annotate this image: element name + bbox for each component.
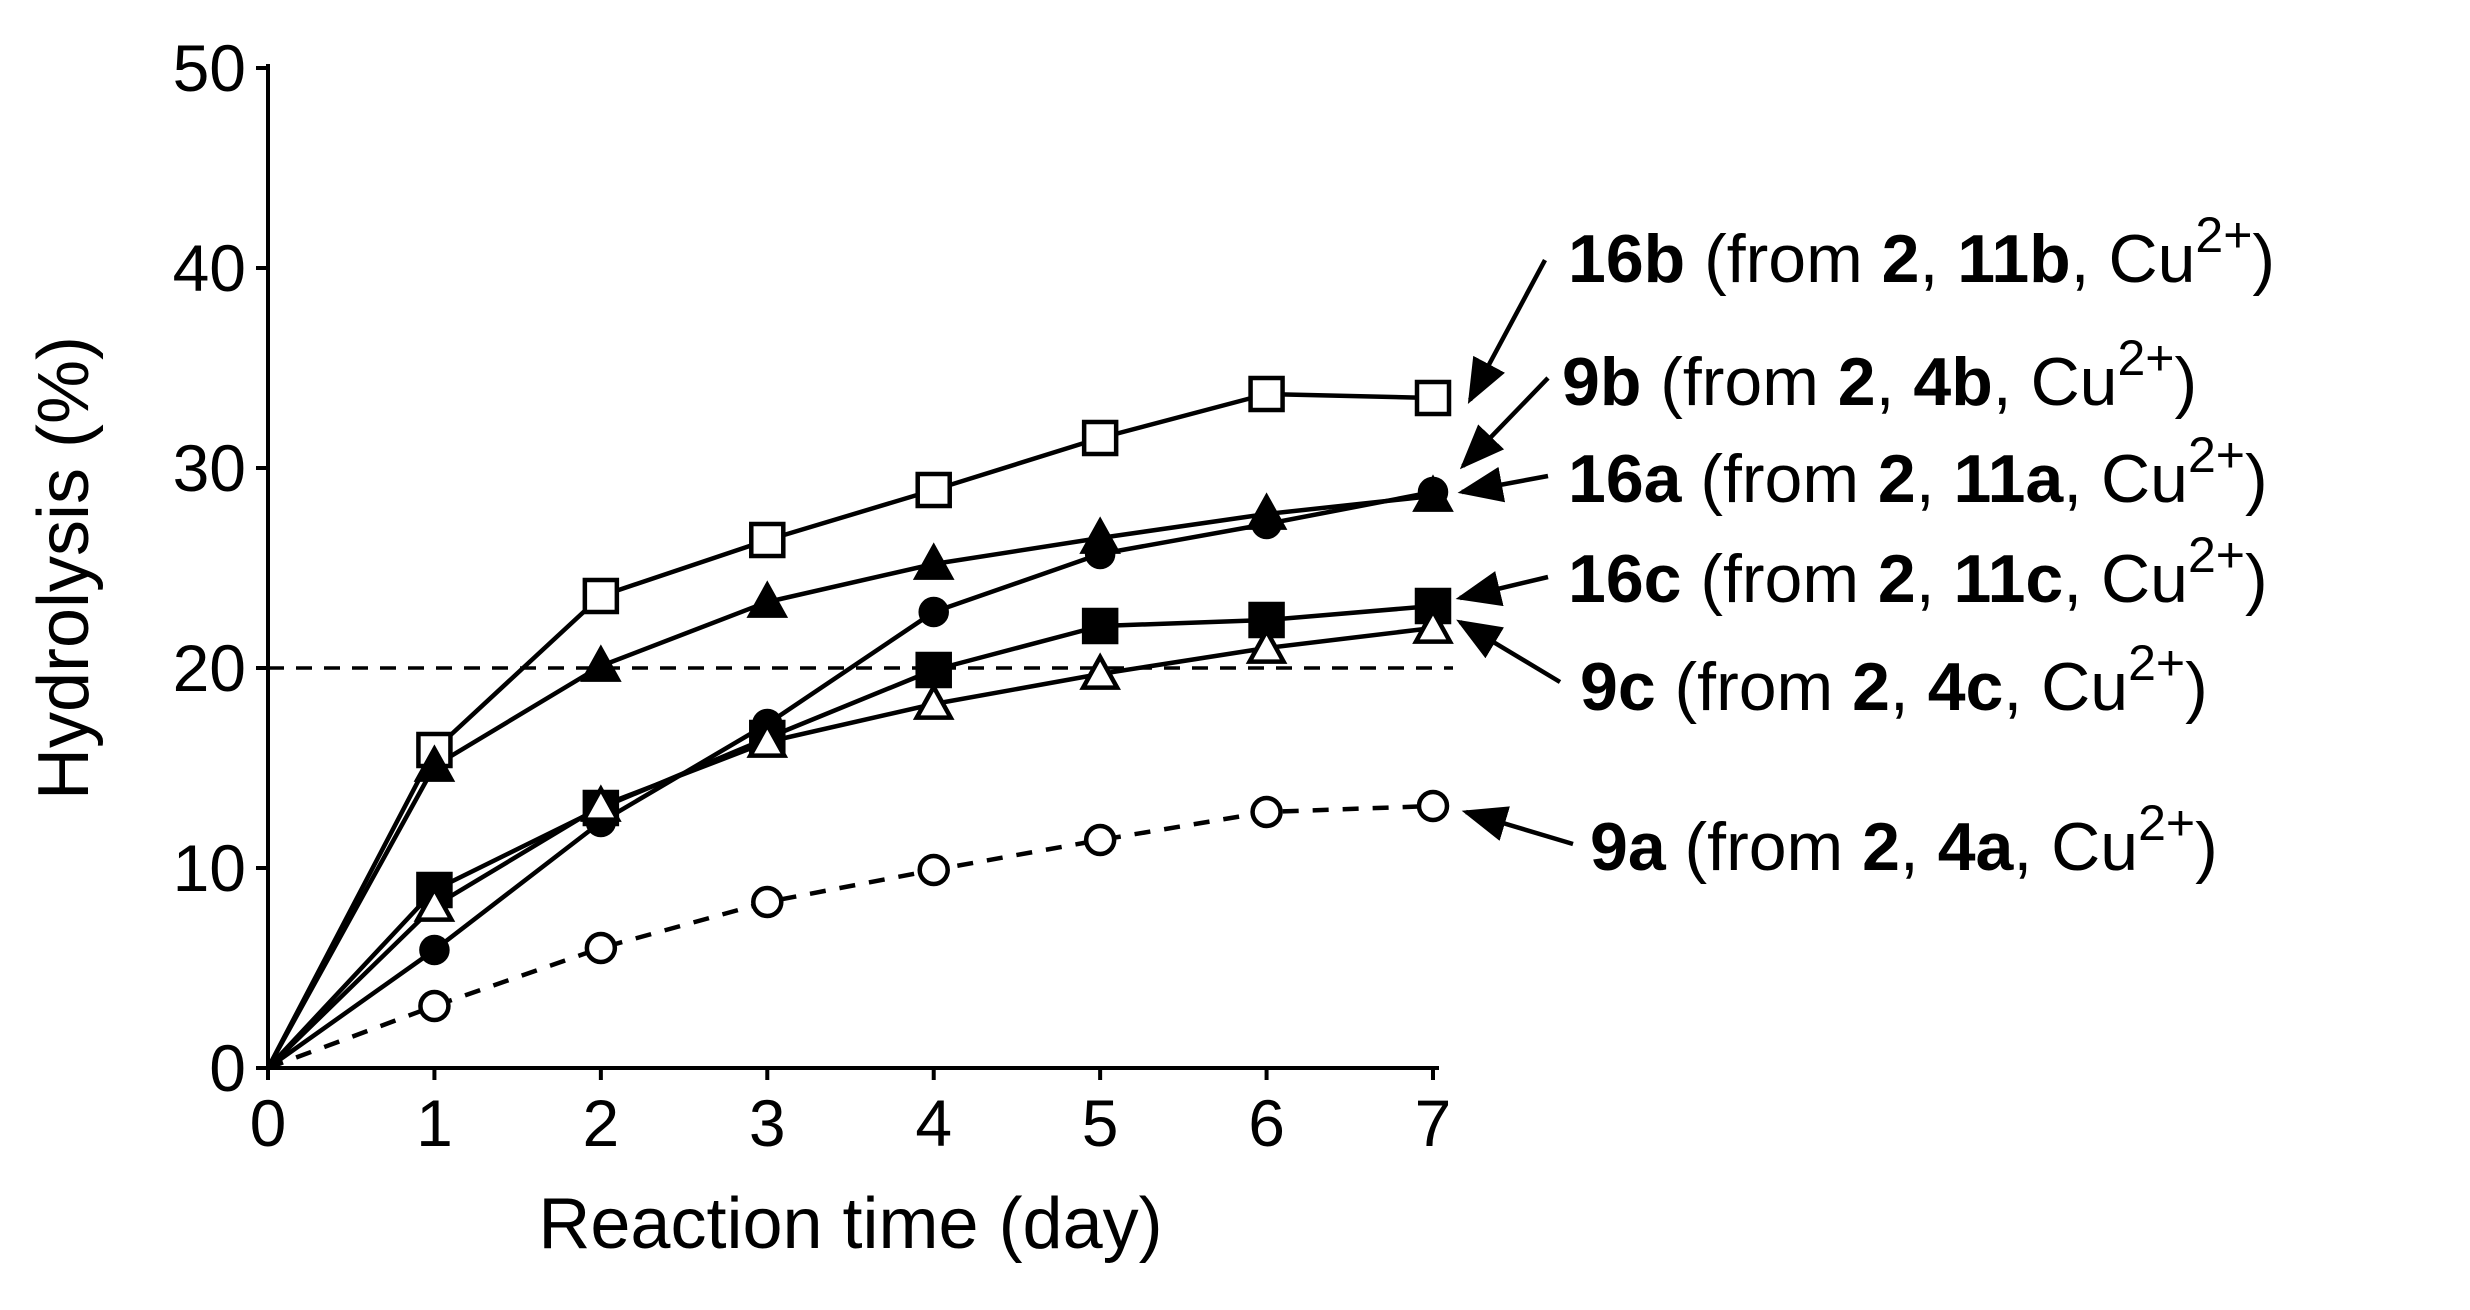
data-point-9c — [746, 720, 789, 758]
data-point-16b — [582, 577, 620, 615]
data-point-9c — [912, 682, 955, 720]
series-line-16a — [266, 493, 1434, 1070]
y-tick-label: 30 — [173, 431, 246, 505]
data-point-16c — [1414, 587, 1452, 625]
x-tick-label: 7 — [1415, 1086, 1452, 1160]
x-axis-title: Reaction time (day) — [538, 1184, 1162, 1264]
x-tick-label: 4 — [915, 1086, 952, 1160]
data-point-16a — [1079, 516, 1121, 554]
data-point-9c — [580, 784, 622, 822]
data-point-16a — [580, 644, 622, 682]
data-point-16b — [915, 471, 952, 509]
legend-arrow-9b — [1459, 376, 1550, 470]
data-point-9a — [418, 989, 451, 1023]
data-point-9b — [419, 934, 450, 966]
data-point-9b — [918, 596, 949, 628]
data-point-16c — [1081, 607, 1119, 645]
data-point-9c — [1079, 652, 1121, 690]
series-line-16b — [266, 391, 1434, 1070]
legend-label-9b: 9b (from 2, 4b, Cu2+) — [1562, 330, 2197, 420]
legend-arrow-16a — [1457, 466, 1549, 503]
data-point-9a — [917, 853, 950, 887]
y-tick-label: 40 — [173, 231, 246, 305]
data-point-9a — [1250, 795, 1283, 829]
x-tick-label: 5 — [1082, 1086, 1119, 1160]
legend-label-16a: 16a (from 2, 11a, Cu2+) — [1568, 427, 2268, 517]
data-point-16a — [1245, 492, 1288, 530]
y-tick-label: 20 — [173, 631, 246, 705]
data-point-16b — [1414, 379, 1452, 417]
data-point-9a — [1083, 823, 1117, 857]
legend-arrow-16b — [1467, 258, 1547, 404]
data-point-16a — [1412, 474, 1454, 512]
series-line-9b — [266, 489, 1434, 1070]
x-tick-label: 1 — [416, 1086, 453, 1160]
y-axis-title: Hydrolysis (%) — [24, 336, 104, 800]
data-point-9c — [413, 884, 456, 922]
data-point-16a — [912, 542, 955, 580]
x-tick-label: 0 — [250, 1086, 287, 1160]
x-tick-label: 6 — [1248, 1086, 1285, 1160]
x-tick-label: 3 — [749, 1086, 786, 1160]
data-point-16b — [1248, 375, 1285, 413]
series-line-16c — [266, 603, 1434, 1070]
data-point-16b — [749, 521, 786, 559]
legend-arrow-9c — [1456, 619, 1562, 684]
y-tick-label: 50 — [173, 31, 246, 105]
data-point-9a — [1416, 789, 1450, 823]
data-point-16a — [413, 744, 456, 782]
legend-label-9c: 9c (from 2, 4c, Cu2+) — [1580, 635, 2208, 725]
data-point-9a — [751, 885, 784, 919]
series-line-9c — [266, 625, 1434, 1070]
legend-label-9a: 9a (from 2, 4a, Cu2+) — [1590, 795, 2218, 885]
legend-label-16b: 16b (from 2, 11b, Cu2+) — [1568, 207, 2275, 297]
legend-arrow-16c — [1455, 571, 1549, 607]
y-tick-label: 0 — [209, 1031, 246, 1105]
data-point-16b — [1081, 419, 1119, 457]
series-line-9a — [267, 803, 1434, 1071]
y-tick-label: 10 — [173, 831, 246, 905]
data-point-9a — [584, 931, 618, 965]
data-point-9c — [1245, 626, 1288, 664]
data-point-16c — [915, 651, 952, 689]
data-point-16a — [746, 580, 789, 618]
data-point-9c — [1412, 606, 1454, 644]
legend-arrow-9a — [1461, 806, 1574, 847]
x-tick-label: 2 — [582, 1086, 619, 1160]
legend-label-16c: 16c (from 2, 11c, Cu2+) — [1568, 527, 2268, 617]
